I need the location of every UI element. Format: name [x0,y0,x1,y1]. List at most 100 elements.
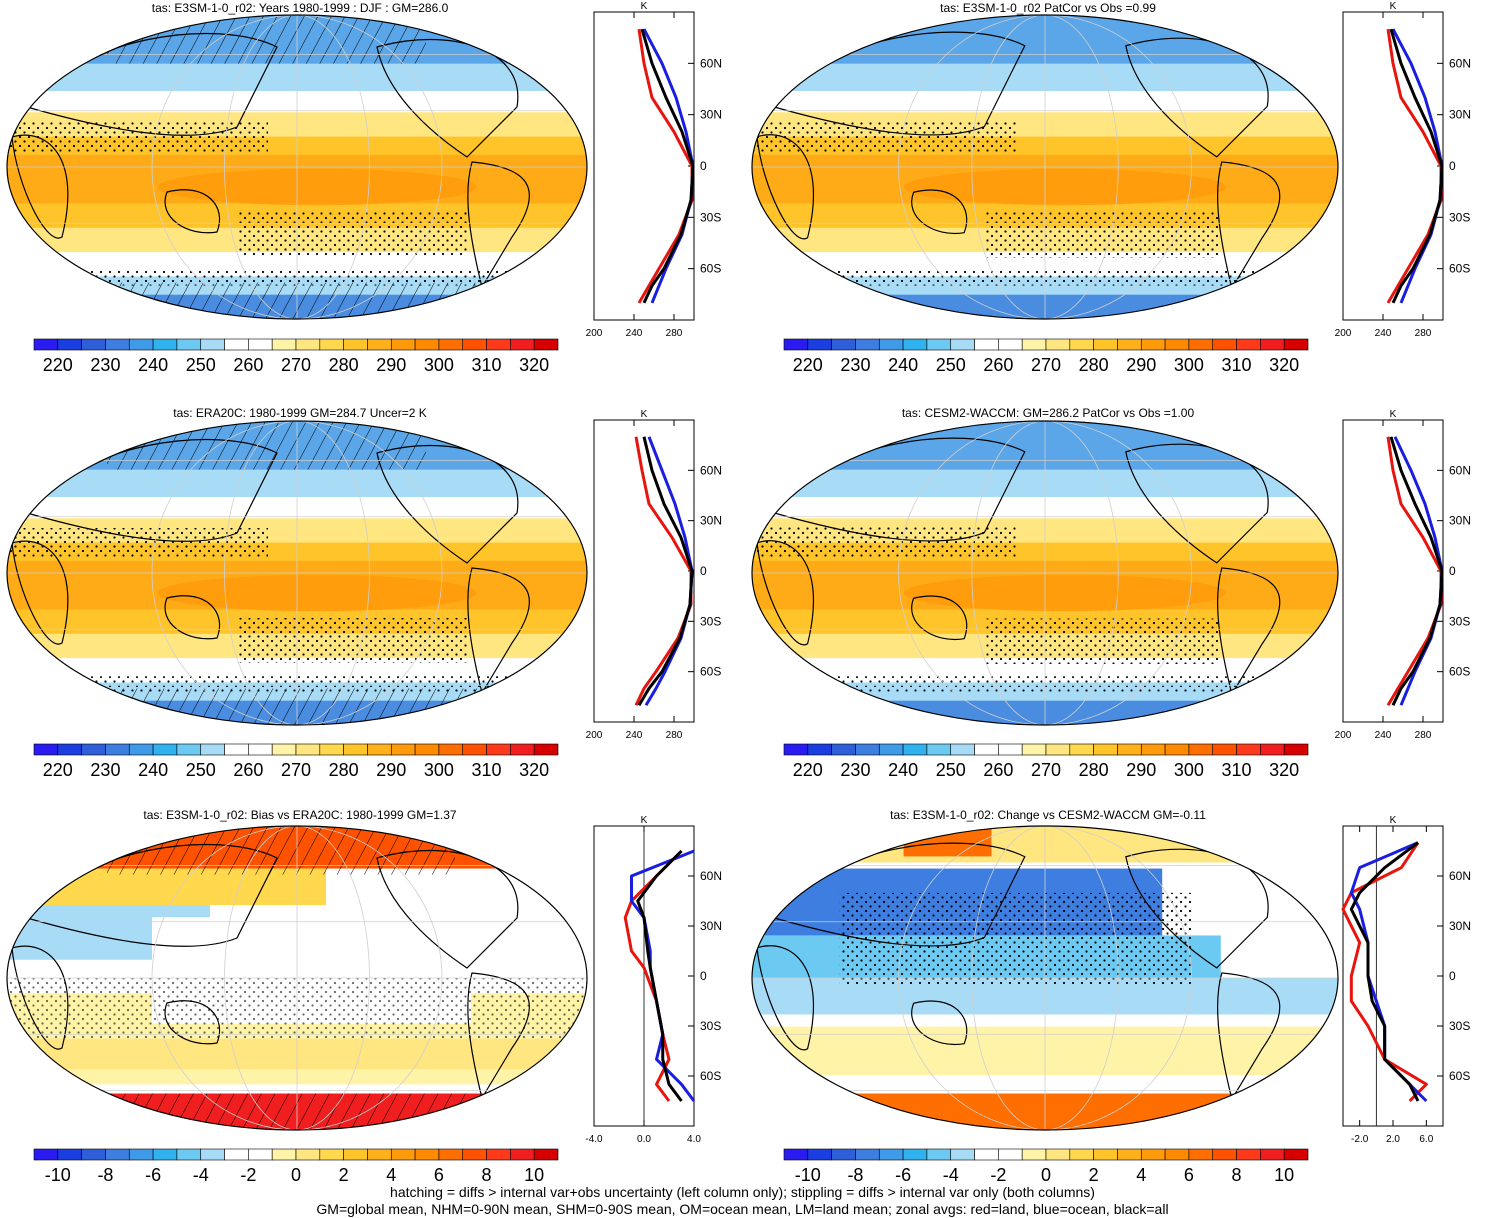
map-outline [751,14,1339,320]
colorbar-swatch [414,338,440,351]
colorbar-swatch [1260,1148,1285,1161]
colorbar-tick-label: 250 [936,355,966,375]
map-outline [6,420,588,726]
panel-title-2: tas: E3SM-1-0_r02 PatCor vs Obs =0.99 [940,1,1156,15]
zonal-unit-label: K [641,815,648,826]
lat-tick-label: 30N [700,108,722,122]
colorbar-swatch [1117,743,1142,756]
colorbar-swatch [367,743,392,756]
coastline [467,567,530,695]
zonal-panel-2: K 60N 30N 0 30S 60S 200 240 280 [1335,1,1471,339]
colorbar-swatch [1093,338,1118,351]
colorbar-tick-label: 6 [434,1165,444,1185]
longitude-gridline [971,826,1119,1130]
colorbar-swatch [224,743,249,756]
colorbar-swatch [57,338,82,351]
colorbar-swatch [1164,743,1190,756]
colorbar-swatch [33,743,59,756]
colorbar-tick-label: 310 [1222,760,1252,780]
lat-tick-label: 60S [1449,1069,1470,1083]
colorbar-swatch [295,338,321,351]
colorbar-swatch [1188,1148,1214,1161]
longitude-gridline [898,421,1192,725]
colorbar-swatch [248,338,273,351]
lat-tick-label: 60N [700,869,722,883]
lat-tick-label: 0 [700,159,707,173]
panel-title-6: tas: E3SM-1-0_r02: Change vs CESM2-WACCM… [890,808,1206,822]
x-tick-label: 280 [666,730,683,741]
colorbar-tick-label: 320 [519,355,549,375]
colorbar-swatch [105,743,130,756]
colorbar-swatch [438,338,464,351]
footer-line-2: GM=global mean, NHM=0-90N mean, SHM=0-90… [316,1201,1169,1217]
colorbar-swatch [176,338,202,351]
colorbar-swatch [950,743,975,756]
lat-tick-label: 0 [1449,564,1456,578]
colorbar-swatch [128,338,154,351]
footer-line-1: hatching = diffs > internal var+obs unce… [390,1184,1095,1200]
map-field-1 [7,15,587,319]
colorbar-swatch [390,1148,416,1161]
colorbar-swatch [974,338,999,351]
x-tick-label: -4.0 [585,1134,603,1145]
colorbar-swatch [878,1148,904,1161]
longitude-gridline [151,826,443,1130]
colorbar-swatch [1140,338,1166,351]
colorbar-swatch [248,743,273,756]
colorbar-tick-label: 290 [376,760,406,780]
colorbar-swatch [1212,1148,1237,1161]
colorbar-swatch [998,338,1023,351]
lat-tick-label: 30S [700,210,721,224]
colorbar-swatch [855,1148,880,1161]
colorbar-swatch [831,1148,856,1161]
colorbar-swatch [224,338,249,351]
map-field-5 [7,826,587,1130]
zonal-series-all [637,436,694,706]
zonal-series-all [1349,841,1420,1102]
colorbar-3: 220 230 240 250 260 270 280 290 300 310 320 [33,743,559,780]
colorbar-swatch [81,743,106,756]
colorbar-tick-label: 8 [1232,1165,1242,1185]
colorbar-swatch [1212,338,1237,351]
x-tick-label: 240 [1375,730,1392,741]
colorbar-swatch [1212,743,1237,756]
map-field-3 [7,421,587,725]
colorbar-swatch [902,743,928,756]
map-field-6 [752,826,1338,1130]
lat-tick-label: 30N [700,514,722,528]
colorbar-swatch [57,743,82,756]
colorbar-swatch [855,743,880,756]
coastline [1125,443,1269,564]
colorbar-swatch [1021,338,1047,351]
colorbar-swatch [319,338,344,351]
x-tick-label: 200 [1335,730,1352,741]
colorbar-tick-label: 240 [138,760,168,780]
colorbar-4: 220 230 240 250 260 270 280 290 300 310 320 [783,743,1309,780]
x-tick-label: 4.0 [687,1134,701,1145]
colorbar-swatch [950,338,975,351]
colorbar-tick-label: 310 [1222,355,1252,375]
x-tick-label: 2.0 [1386,1134,1400,1145]
colorbar-swatch [367,1148,392,1161]
colorbar-swatch [1069,743,1094,756]
colorbar-tick-label: 290 [1126,355,1156,375]
colorbar-swatch [533,338,559,351]
colorbar-tick-label: 270 [1031,760,1061,780]
x-tick-label: 200 [1335,328,1352,339]
x-tick-label: 240 [626,730,643,741]
colorbar-tick-label: 250 [186,760,216,780]
colorbar-tick-label: 300 [424,355,454,375]
x-tick-label: 280 [666,328,683,339]
panel-title-1: tas: E3SM-1-0_r02: Years 1980-1999 : DJF… [151,1,449,15]
colorbar-swatch [1236,1148,1261,1161]
colorbar-swatch [152,743,178,756]
longitude-gridline [971,421,1119,725]
lat-tick-label: 30S [700,1019,721,1033]
colorbar-2: 220 230 240 250 260 270 280 290 300 310 320 [783,338,1309,375]
colorbar-tick-label: 270 [1031,355,1061,375]
lat-tick-label: 60N [700,56,722,70]
colorbar-swatch [831,743,856,756]
x-tick-label: 200 [586,730,603,741]
colorbar-swatch [878,743,904,756]
